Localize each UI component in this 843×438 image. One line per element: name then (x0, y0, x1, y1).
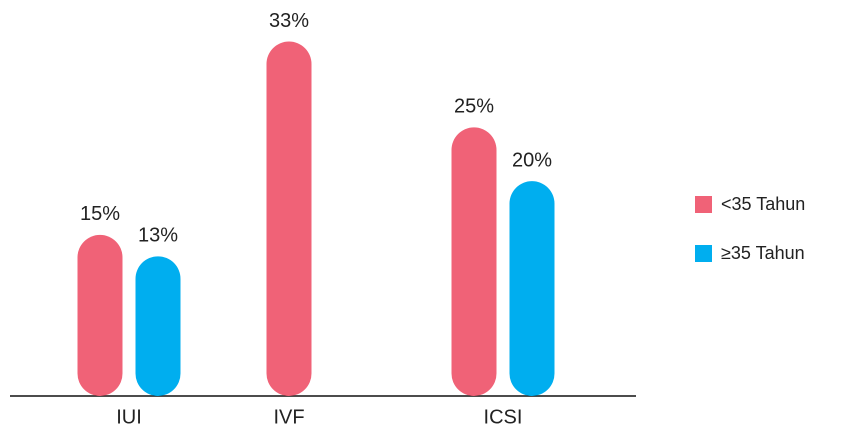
bar (451, 127, 497, 396)
legend-label: <35 Tahun (721, 194, 805, 214)
value-label: 13% (138, 225, 178, 247)
bar (77, 234, 123, 396)
legend-label: ≥35 Tahun (721, 243, 805, 263)
value-label: 20% (512, 149, 552, 171)
value-label: 15% (80, 203, 120, 225)
bar (266, 41, 312, 396)
bar (135, 256, 181, 396)
legend-swatch (695, 196, 712, 213)
value-label: 33% (269, 10, 309, 32)
x-tick-label: IVF (273, 406, 304, 428)
legend-swatch (695, 245, 712, 262)
x-tick-label: IUI (116, 406, 142, 428)
x-tick-label: ICSI (484, 406, 523, 428)
value-label: 25% (454, 96, 494, 118)
bar (509, 181, 555, 396)
